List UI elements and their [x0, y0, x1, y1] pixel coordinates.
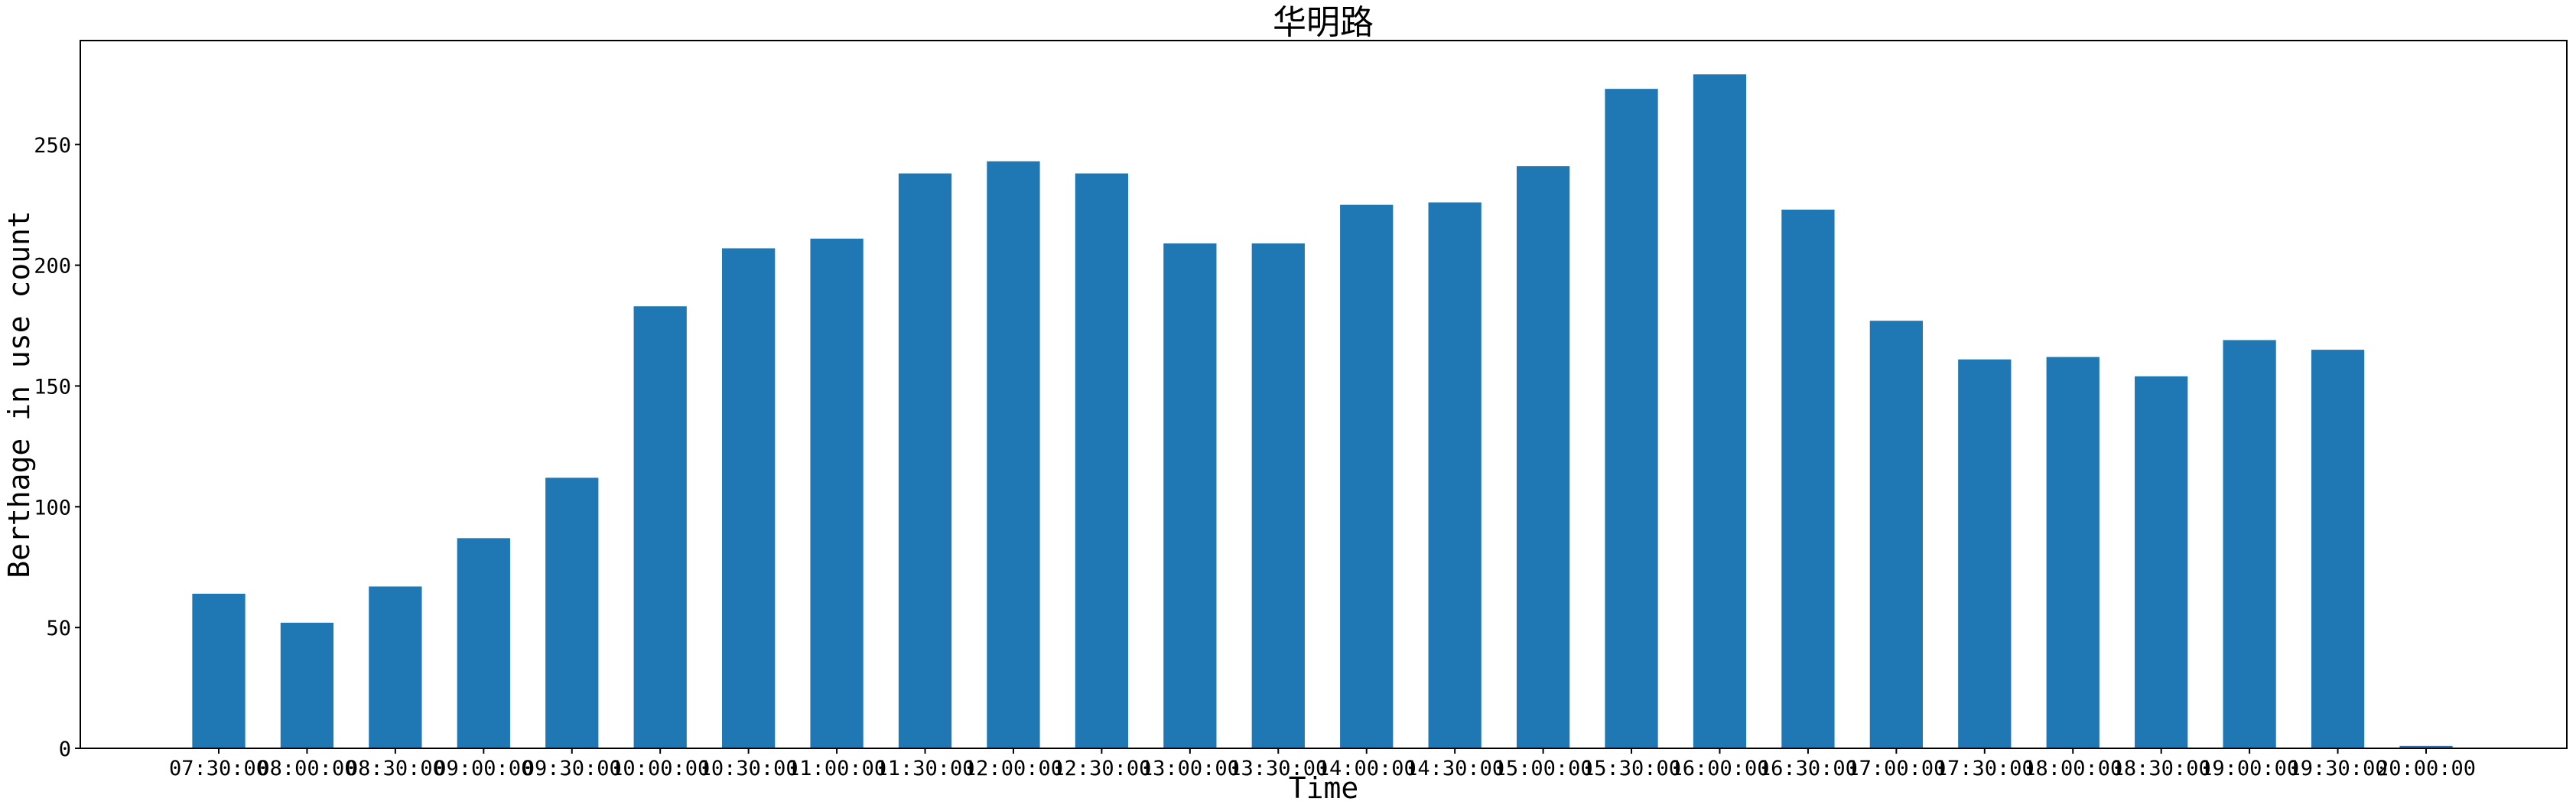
x-tick-label: 07:30:00 — [169, 757, 268, 780]
bar-15-00-00 — [1516, 166, 1570, 748]
x-tick-label: 19:00:00 — [2200, 757, 2299, 780]
x-axis-label: Time — [1289, 771, 1359, 805]
x-tick-label: 13:00:00 — [1140, 757, 1240, 780]
x-tick-label: 18:30:00 — [2112, 757, 2211, 780]
x-tick-label: 09:00:00 — [434, 757, 533, 780]
y-tick-label: 100 — [34, 496, 71, 520]
x-tick-label: 10:00:00 — [610, 757, 710, 780]
bar-14-30-00 — [1428, 202, 1482, 748]
bar-18-00-00 — [2046, 357, 2100, 748]
bar-15-30-00 — [1605, 89, 1658, 748]
bar-13-00-00 — [1163, 243, 1217, 748]
x-tick-label: 19:30:00 — [2288, 757, 2388, 780]
bar-11-00-00 — [810, 238, 864, 748]
x-tick-label: 15:30:00 — [1582, 757, 1681, 780]
y-axis-ticks: 0 50 100 150 200 250 — [34, 134, 80, 761]
bar-17-30-00 — [1958, 359, 2012, 748]
x-tick-label: 11:00:00 — [787, 757, 886, 780]
x-tick-label: 17:30:00 — [1935, 757, 2034, 780]
bar-16-30-00 — [1781, 209, 1835, 748]
y-tick-label: 50 — [46, 617, 71, 640]
bar-10-00-00 — [633, 306, 687, 748]
y-axis-label: Berthage in use count — [2, 210, 36, 578]
y-tick-label: 200 — [34, 255, 71, 279]
bar-08-30-00 — [369, 586, 422, 748]
y-tick-label: 250 — [34, 134, 71, 158]
x-tick-label: 09:30:00 — [522, 757, 622, 780]
x-tick-label: 17:00:00 — [1846, 757, 1946, 780]
x-axis-ticks: 07:30:0008:00:0008:30:0009:00:0009:30:00… — [169, 748, 2476, 780]
x-tick-label: 12:30:00 — [1052, 757, 1151, 780]
x-tick-label: 08:00:00 — [257, 757, 356, 780]
x-tick-label: 13:30:00 — [1228, 757, 1328, 780]
x-tick-label: 12:00:00 — [964, 757, 1063, 780]
bar-19-30-00 — [2311, 350, 2365, 749]
bar-13-30-00 — [1251, 243, 1305, 748]
x-tick-label: 14:00:00 — [1317, 757, 1416, 780]
bar-10-30-00 — [722, 248, 776, 748]
bar-20-00-00 — [2399, 745, 2453, 748]
bar-18-30-00 — [2135, 376, 2188, 748]
bars-group — [192, 74, 2453, 749]
bar-19-00-00 — [2223, 340, 2276, 749]
bar-12-00-00 — [987, 161, 1040, 749]
plot-frame — [80, 40, 2568, 749]
bar-09-00-00 — [457, 538, 510, 748]
bar-11-30-00 — [898, 173, 952, 748]
x-tick-label: 08:30:00 — [346, 757, 445, 780]
bar-07-30-00 — [192, 593, 246, 748]
bar-17-00-00 — [1869, 321, 1923, 749]
bar-12-30-00 — [1075, 173, 1129, 748]
bar-16-00-00 — [1693, 74, 1747, 748]
x-tick-label: 16:00:00 — [1670, 757, 1769, 780]
y-tick-label: 150 — [34, 375, 71, 399]
chart-title: 华明路 — [1273, 3, 1374, 42]
x-tick-label: 10:30:00 — [699, 757, 798, 780]
x-tick-label: 11:30:00 — [875, 757, 974, 780]
x-tick-label: 14:30:00 — [1405, 757, 1504, 780]
bar-08-00-00 — [280, 622, 334, 748]
x-tick-label: 15:00:00 — [1494, 757, 1593, 780]
y-tick-label: 0 — [59, 738, 71, 761]
x-tick-label: 16:30:00 — [1758, 757, 1858, 780]
x-tick-label: 20:00:00 — [2376, 757, 2476, 780]
bar-09-30-00 — [545, 477, 599, 748]
bar-14-00-00 — [1340, 204, 1394, 748]
x-tick-label: 18:00:00 — [2023, 757, 2122, 780]
